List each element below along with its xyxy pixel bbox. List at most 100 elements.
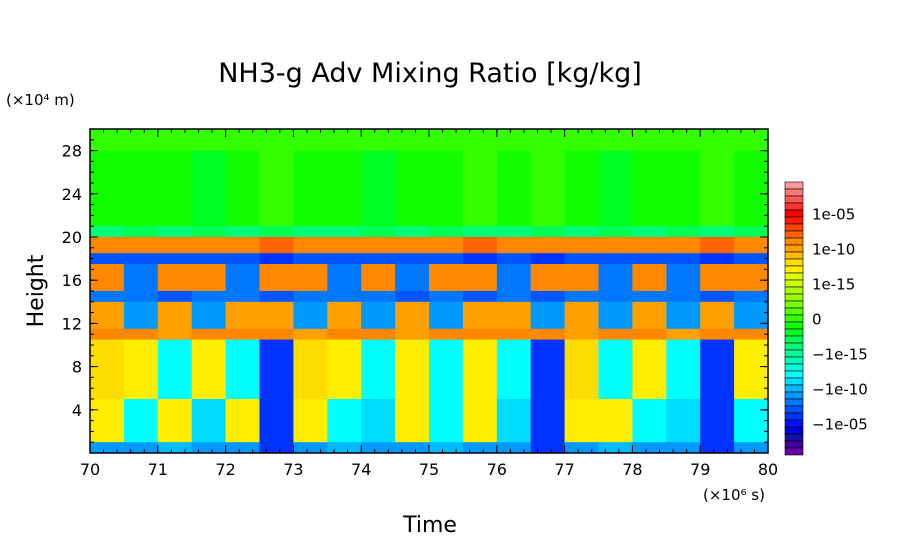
heatmap-cell bbox=[225, 301, 260, 330]
heatmap-cell bbox=[666, 291, 701, 303]
x-tick-label: 70 bbox=[80, 460, 100, 479]
y-tick-label: 4 bbox=[72, 401, 82, 420]
heatmap-cell bbox=[666, 301, 701, 330]
heatmap-cell bbox=[598, 253, 633, 265]
colorbar-swatch bbox=[784, 181, 804, 190]
colorbar-swatch bbox=[784, 405, 804, 414]
heatmap-cell bbox=[429, 226, 464, 238]
heatmap-cell bbox=[666, 328, 701, 341]
heatmap-cell bbox=[530, 237, 566, 254]
heatmap-cell bbox=[90, 150, 125, 227]
heatmap-cell bbox=[564, 301, 599, 330]
x-tick-label: 76 bbox=[487, 460, 507, 479]
heatmap-cell bbox=[259, 399, 294, 443]
heatmap-cell bbox=[327, 291, 362, 303]
colorbar-swatch bbox=[784, 314, 804, 323]
heatmap-cell bbox=[191, 226, 227, 238]
heatmap-cell bbox=[734, 264, 769, 292]
heatmap-cell bbox=[395, 253, 430, 265]
colorbar-swatch bbox=[784, 307, 804, 316]
colorbar-swatch bbox=[784, 377, 804, 386]
y-tick-label: 20 bbox=[62, 228, 82, 247]
x-tick-label: 72 bbox=[215, 460, 235, 479]
heatmap-cell bbox=[123, 264, 159, 292]
heatmap-cell bbox=[123, 237, 159, 254]
heatmap-cell bbox=[293, 264, 328, 292]
heatmap-cell bbox=[191, 129, 227, 152]
heatmap-cell bbox=[293, 442, 328, 454]
x-tick-label: 74 bbox=[351, 460, 371, 479]
heatmap-cell bbox=[700, 150, 735, 227]
x-tick-label: 71 bbox=[148, 460, 168, 479]
heatmap-cell bbox=[700, 339, 735, 400]
heatmap-cell bbox=[700, 301, 735, 330]
y-tick-label: 12 bbox=[62, 314, 82, 333]
heatmap-cell bbox=[632, 237, 667, 254]
heatmap-cell bbox=[157, 399, 193, 443]
heatmap-cell bbox=[734, 328, 769, 341]
heatmap-cell bbox=[225, 129, 260, 152]
heatmap-cell bbox=[225, 150, 260, 227]
heatmap-cell bbox=[259, 442, 294, 454]
colorbar-swatch bbox=[784, 286, 804, 295]
heatmap-cell bbox=[293, 253, 328, 265]
heatmap-cell bbox=[598, 237, 633, 254]
heatmap-cell bbox=[90, 264, 125, 292]
heatmap-cell bbox=[564, 253, 599, 265]
heatmap-cell bbox=[90, 253, 125, 265]
heatmap-cell bbox=[327, 339, 362, 400]
heatmap-cell bbox=[123, 399, 159, 443]
heatmap-cell bbox=[564, 264, 599, 292]
colorbar-label: 1e-15 bbox=[812, 276, 855, 294]
heatmap-cell bbox=[191, 442, 227, 454]
heatmap-cell bbox=[598, 226, 633, 238]
heatmap-cell bbox=[632, 442, 667, 454]
colorbar-swatch bbox=[784, 188, 804, 197]
heatmap-cell bbox=[259, 291, 294, 303]
heatmap-cell bbox=[361, 129, 396, 152]
colorbar-swatch bbox=[784, 209, 804, 218]
heatmap-cell bbox=[361, 339, 396, 400]
heatmap-cell bbox=[225, 237, 260, 254]
heatmap-cell bbox=[564, 339, 599, 400]
heatmap-cell bbox=[496, 253, 532, 265]
heatmap-cell bbox=[632, 339, 667, 400]
colorbar-swatch bbox=[784, 244, 804, 253]
heatmap-cell bbox=[429, 264, 464, 292]
heatmap-cell bbox=[530, 442, 566, 454]
heatmap-cell bbox=[564, 399, 599, 443]
y-unit-label: (×10⁴ m) bbox=[6, 91, 75, 109]
heatmap-cell bbox=[293, 301, 328, 330]
heatmap-cell bbox=[157, 264, 193, 292]
heatmap-cell bbox=[327, 129, 362, 152]
heatmap-cell bbox=[395, 264, 430, 292]
heatmap-cell bbox=[327, 328, 362, 341]
x-axis-label: Time bbox=[402, 513, 457, 538]
heatmap-cell bbox=[530, 264, 566, 292]
heatmap-cell bbox=[462, 301, 498, 330]
heatmap-cell bbox=[666, 253, 701, 265]
heatmap-cell bbox=[191, 264, 227, 292]
heatmap-cell bbox=[395, 150, 430, 227]
heatmap-cell bbox=[225, 328, 260, 341]
heatmap-cell bbox=[462, 150, 498, 227]
heatmap-cell bbox=[157, 301, 193, 330]
colorbar-swatch bbox=[784, 265, 804, 274]
heatmap-cell bbox=[123, 253, 159, 265]
heatmap-cell bbox=[734, 150, 769, 227]
heatmap-cell bbox=[90, 291, 125, 303]
heatmap-cell bbox=[395, 237, 430, 254]
heatmap-cell bbox=[564, 129, 599, 152]
heatmap-cell bbox=[598, 339, 633, 400]
heatmap-cell bbox=[225, 264, 260, 292]
heatmap-cell bbox=[293, 291, 328, 303]
colorbar-swatch bbox=[784, 272, 804, 281]
colorbar-swatch bbox=[784, 419, 804, 428]
heatmap-cell bbox=[395, 339, 430, 400]
heatmap-cell bbox=[429, 291, 464, 303]
heatmap-cell bbox=[123, 291, 159, 303]
heatmap-cell bbox=[361, 301, 396, 330]
heatmap-cell bbox=[632, 253, 667, 265]
heatmap-cell bbox=[564, 226, 599, 238]
